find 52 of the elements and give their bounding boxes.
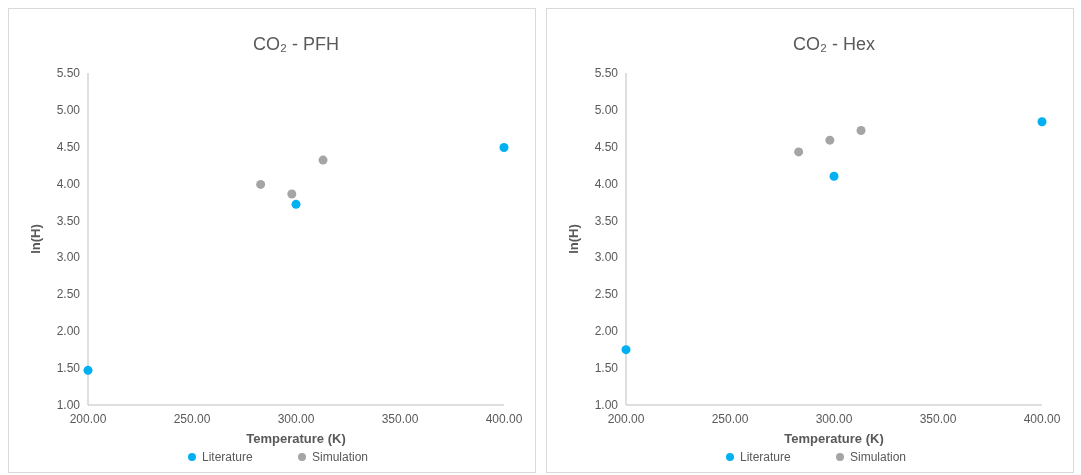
y-tick-label: 1.50	[56, 361, 81, 376]
y-tick-label: 3.00	[56, 250, 81, 265]
point	[499, 143, 509, 153]
y-axis-title: ln(H)	[566, 224, 581, 254]
y-tick-label: 5.00	[56, 102, 81, 117]
point	[83, 365, 93, 375]
chart-title: CO₂ - Hex	[793, 34, 875, 54]
point	[621, 345, 631, 355]
y-tick-label: 4.00	[56, 176, 81, 191]
x-axis-title: Temperature (K)	[246, 431, 346, 446]
y-tick-label: 2.50	[56, 287, 81, 302]
y-axis-title: ln(H)	[28, 224, 43, 254]
y-tick-label: 5.50	[56, 66, 81, 80]
x-tick-label: 300.00	[277, 412, 315, 426]
point	[794, 147, 804, 157]
x-tick-label: 400.00	[1023, 412, 1061, 426]
y-tick-label: 5.00	[594, 102, 619, 117]
y-tick-label: 1.00	[594, 398, 619, 412]
x-tick-label: 300.00	[815, 412, 853, 426]
point	[856, 126, 866, 136]
y-tick-label: 4.50	[594, 139, 619, 154]
y-tick-label: 2.50	[594, 287, 619, 302]
y-tick-label: 4.00	[594, 176, 619, 191]
point	[825, 135, 835, 145]
y-tick-label: 4.50	[56, 139, 81, 154]
x-tick-label: 350.00	[919, 412, 957, 426]
y-tick-label: 1.00	[56, 398, 81, 412]
y-tick-label: 3.00	[594, 250, 619, 265]
legend-label: Simulation	[850, 450, 907, 464]
y-tick-label: 3.50	[56, 213, 81, 228]
x-tick-label: 250.00	[173, 412, 211, 426]
point	[291, 199, 301, 209]
point	[256, 179, 266, 189]
chart-title: CO₂ - PFH	[253, 34, 339, 54]
x-tick-label: 200.00	[607, 412, 645, 426]
y-tick-label: 1.50	[594, 361, 619, 376]
y-tick-label: 2.00	[594, 324, 619, 339]
point	[318, 155, 328, 165]
x-tick-label: 350.00	[381, 412, 419, 426]
y-tick-label: 5.50	[594, 66, 619, 80]
point	[829, 171, 839, 181]
point	[1037, 117, 1047, 127]
legend-label: Literature	[202, 450, 254, 464]
x-axis-title: Temperature (K)	[784, 431, 884, 446]
point	[287, 189, 297, 199]
legend-label: Simulation	[312, 450, 369, 464]
x-tick-label: 200.00	[69, 412, 107, 426]
x-tick-label: 400.00	[485, 412, 523, 426]
legend-label: Literature	[740, 450, 792, 464]
x-tick-label: 250.00	[711, 412, 749, 426]
y-tick-label: 3.50	[594, 213, 619, 228]
y-tick-label: 2.00	[56, 324, 81, 339]
